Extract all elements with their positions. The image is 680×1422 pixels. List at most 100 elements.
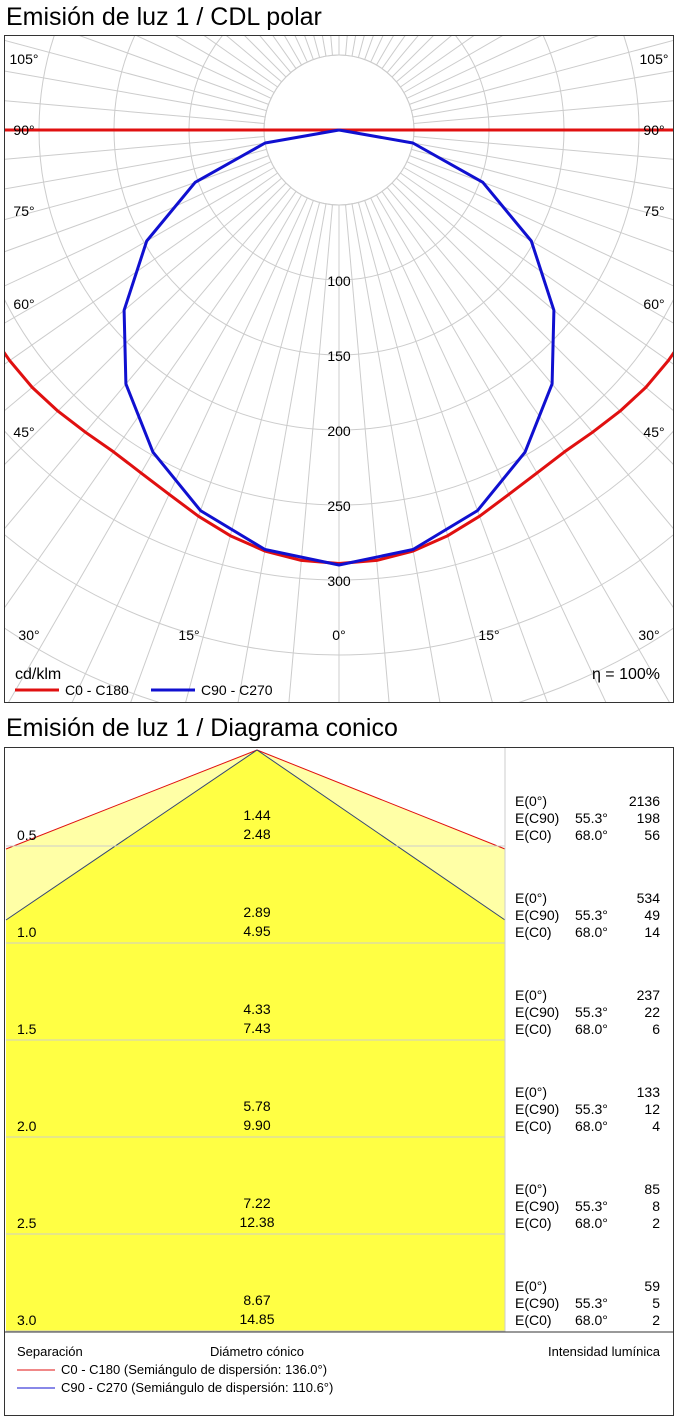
row-e0-label: E(0°)	[515, 1278, 547, 1294]
polar-grid-spoke	[386, 36, 419, 73]
row-distance: 1.5	[17, 1021, 37, 1037]
row-ec0-angle: 68.0°	[575, 827, 608, 843]
angle-label: 15°	[178, 627, 199, 643]
row-diameter-c90: 2.89	[243, 904, 270, 920]
polar-grid-spoke	[411, 148, 673, 221]
row-ec0-label: E(C0)	[515, 1215, 552, 1231]
polar-labels-layer: 100 150 200 250 300 0° 15° 15° 30° 30° 45° 45° 60° 60…	[10, 51, 669, 643]
polar-grid-spoke	[288, 204, 333, 702]
row-e0-value: 534	[637, 890, 661, 906]
polar-grid-spoke	[409, 155, 673, 253]
angle-label: 15°	[478, 627, 499, 643]
polar-grid-spoke	[411, 39, 673, 112]
row-ec0-value: 4	[652, 1118, 660, 1134]
angle-label: 45°	[643, 424, 664, 440]
row-ec0-value: 2	[652, 1312, 660, 1328]
row-ec90-angle: 55.3°	[575, 1101, 608, 1117]
polar-grid-spoke	[5, 161, 272, 287]
row-ec0-label: E(C0)	[515, 1312, 552, 1328]
row-ec0-angle: 68.0°	[575, 1215, 608, 1231]
polar-grid-spoke	[406, 161, 673, 287]
row-diameter-c0: 2.48	[243, 826, 270, 842]
row-ec90-label: E(C90)	[515, 1295, 559, 1311]
polar-grid-spoke	[5, 167, 275, 324]
radial-tick-label: 200	[327, 423, 351, 439]
cone-footer: Separación Diámetro cónico Intensidad lumí…	[5, 1331, 673, 1395]
polar-grid-spoke	[403, 36, 503, 93]
efficiency-label: η = 100%	[592, 666, 660, 683]
row-ec90-angle: 55.3°	[575, 1295, 608, 1311]
row-ec0-value: 56	[644, 827, 660, 843]
radial-tick-label: 300	[327, 573, 351, 589]
row-distance: 0.5	[17, 827, 37, 843]
cone-c90-edge	[256, 749, 506, 921]
angle-label: 30°	[638, 627, 659, 643]
angle-label: 60°	[643, 296, 664, 312]
polar-grid-spoke	[412, 70, 673, 118]
radial-tick-label: 150	[327, 348, 351, 364]
polar-grid-spoke	[357, 36, 365, 58]
row-ec90-angle: 55.3°	[575, 810, 608, 826]
cone-diagram: 0.5 1.44 2.48 E(0°) 2136 E(C90) 55.3° 198 E(C0) 6…	[5, 748, 673, 1395]
polar-grid	[5, 36, 673, 702]
polar-grid-spoke	[71, 197, 308, 702]
row-e0-value: 85	[644, 1181, 660, 1197]
polar-chart-title: Emisión de luz 1 / CDL polar	[6, 3, 322, 31]
legend-label: C0 - C180	[65, 682, 129, 698]
row-e0-label: E(0°)	[515, 987, 547, 1003]
polar-grid-spoke	[391, 36, 434, 78]
angle-label: 90°	[13, 122, 34, 138]
polar-grid-spoke	[5, 155, 269, 253]
polar-grid-spoke	[345, 204, 390, 702]
cone-c90-edge	[5, 749, 258, 921]
row-ec0-angle: 68.0°	[575, 1312, 608, 1328]
row-e0-label: E(0°)	[515, 1084, 547, 1100]
row-ec90-label: E(C90)	[515, 810, 559, 826]
polar-grid-spoke	[386, 187, 673, 529]
cone-fill	[6, 944, 505, 1332]
cone-c0-edge	[256, 749, 506, 850]
polar-grid-spoke	[400, 172, 673, 365]
row-diameter-c0: 4.95	[243, 923, 270, 939]
polar-grid-spoke	[175, 36, 275, 93]
row-ec90-angle: 55.3°	[575, 1004, 608, 1020]
row-e0-value: 59	[644, 1278, 660, 1294]
row-ec90-value: 8	[652, 1198, 660, 1214]
polar-grid-spoke	[304, 36, 314, 60]
angle-label: 30°	[18, 627, 39, 643]
row-ec0-label: E(C0)	[515, 1118, 552, 1134]
polar-grid-spoke	[351, 36, 357, 57]
column-header-diameter: Diámetro cónico	[210, 1344, 304, 1359]
angle-label: 60°	[13, 296, 34, 312]
polar-legend: C0 - C180 C90 - C270	[15, 682, 273, 698]
polar-grid-spoke	[244, 36, 287, 78]
polar-grid-spoke	[185, 202, 321, 702]
polar-grid-spoke	[5, 182, 287, 465]
row-e0-label: E(0°)	[515, 1181, 547, 1197]
row-diameter-c90: 8.67	[243, 1292, 270, 1308]
row-ec0-label: E(C0)	[515, 827, 552, 843]
polar-grid-spoke	[5, 172, 278, 365]
polar-grid-spoke	[5, 177, 282, 411]
row-diameter-c0: 7.43	[243, 1020, 270, 1036]
row-ec0-angle: 68.0°	[575, 924, 608, 940]
polar-grid-spoke	[364, 36, 374, 60]
row-ec0-label: E(C0)	[515, 924, 552, 940]
row-ec0-value: 14	[644, 924, 660, 940]
row-diameter-c90: 1.44	[243, 807, 270, 823]
polar-grid-spoke	[130, 200, 314, 702]
polar-chart: 100 150 200 250 300 0° 15° 15° 30° 30° 45° 45° 60° 60…	[5, 36, 673, 702]
polar-grid-spoke	[413, 100, 673, 124]
angle-label: 45°	[13, 424, 34, 440]
row-ec0-value: 6	[652, 1021, 660, 1037]
polar-grid-spoke	[5, 187, 292, 529]
row-ec90-value: 5	[652, 1295, 660, 1311]
angle-label: 105°	[640, 51, 669, 67]
row-diameter-c90: 4.33	[243, 1001, 270, 1017]
angle-label: 0°	[332, 627, 345, 643]
angle-label: 105°	[10, 51, 39, 67]
cone-rows: 0.5 1.44 2.48 E(0°) 2136 E(C90) 55.3° 198 E(C0) 6…	[6, 793, 661, 1332]
polar-grid-spoke	[370, 197, 607, 702]
row-diameter-c0: 14.85	[239, 1311, 274, 1327]
polar-grid-spoke	[330, 36, 333, 56]
